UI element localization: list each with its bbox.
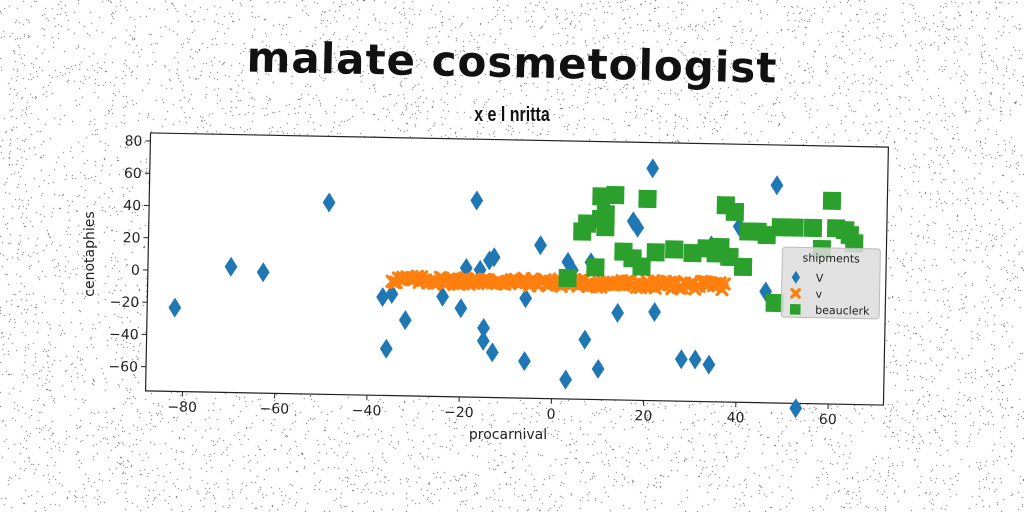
data-point-beauclerk-square [665, 240, 684, 259]
data-point-v-cross [790, 287, 801, 299]
x-tick-label: 0 [546, 407, 555, 423]
data-point-v-diamond [561, 251, 575, 272]
data-point-beauclerk-square [592, 187, 611, 206]
data-point-v-diamond [376, 287, 390, 308]
data-point-beauclerk-square [771, 218, 790, 237]
data-point-v-diamond [487, 247, 501, 268]
legend: shipments Vv beauclerk [780, 246, 881, 320]
data-point-beauclerk-square [683, 243, 702, 263]
plot-frame [144, 132, 890, 406]
data-point-v-diamond [485, 342, 499, 363]
data-point-v-diamond [732, 216, 746, 237]
x-tick-label: −40 [352, 403, 382, 420]
y-tick-label: 0 [131, 263, 140, 279]
data-point-beauclerk-square [586, 258, 605, 277]
data-point-v-diamond [224, 256, 238, 277]
legend-entry-label: v [815, 288, 822, 301]
data-point-v-diamond [436, 286, 450, 307]
x-tick-label: −20 [444, 405, 474, 422]
legend-box [780, 246, 881, 320]
x-tick-label: 40 [726, 410, 744, 426]
data-point-v-diamond [578, 329, 592, 350]
y-tick-label: 60 [124, 166, 142, 182]
y-tick-label: 20 [123, 230, 141, 246]
data-point-beauclerk-square [646, 243, 665, 262]
data-point-v-diamond [559, 369, 573, 390]
data-point-v-diamond [385, 284, 399, 305]
data-point-v-diamond [759, 281, 773, 302]
x-tick-label: −60 [259, 401, 289, 418]
data-point-beauclerk-square [725, 202, 745, 222]
data-point-v-diamond [168, 297, 182, 318]
data-point-v-diamond [789, 398, 803, 419]
data-point-beauclerk-square [632, 257, 651, 276]
data-point-v-diamond [322, 192, 336, 213]
data-point-v-diamond [611, 302, 625, 323]
data-point-beauclerk-square [757, 225, 776, 245]
data-point-v-diamond [674, 349, 688, 370]
data-point-beauclerk-square [765, 293, 784, 313]
x-tick-label: 60 [819, 412, 837, 428]
y-tick-label: −60 [108, 359, 138, 376]
legend-entry-label: V [816, 272, 824, 285]
data-point-v-diamond [454, 298, 468, 319]
data-point-beauclerk-square [638, 189, 657, 209]
data-point-beauclerk-square [558, 268, 577, 288]
data-point-v-diamond [688, 349, 702, 370]
y-tick-label: 40 [123, 198, 141, 214]
data-point-v-diamond [476, 330, 490, 351]
data-point-beauclerk-square [845, 234, 864, 253]
data-point-beauclerk-square [720, 247, 739, 267]
data-point-beauclerk-square [606, 185, 625, 205]
data-point-v-diamond [646, 158, 660, 179]
data-point-v-cross [717, 277, 731, 291]
data-point-beauclerk-square [785, 218, 804, 237]
data-point-v-diamond [631, 217, 645, 238]
data-point-v-diamond [256, 262, 270, 283]
data-point-beauclerk-square [789, 303, 801, 315]
legend-entry-label: beauclerk [815, 304, 870, 318]
y-tick-label: −20 [110, 295, 140, 312]
data-point-v-diamond [591, 358, 605, 379]
data-point-beauclerk-square [733, 257, 753, 277]
data-point-v-diamond [770, 175, 784, 196]
x-tick-label: −80 [167, 399, 197, 416]
data-point-v-diamond [519, 288, 533, 309]
data-point-v-diamond [534, 235, 547, 256]
y-tick-label: −40 [109, 327, 139, 344]
data-point-beauclerk-square [577, 214, 597, 233]
data-point-v-diamond [477, 318, 490, 339]
data-point-beauclerk-square [803, 218, 823, 238]
x-tick-label: 20 [634, 408, 652, 424]
data-point-beauclerk-square [596, 217, 615, 237]
data-point-v-diamond [518, 351, 531, 372]
data-point-v-diamond [470, 190, 484, 211]
data-point-v-diamond [398, 310, 412, 331]
y-tick-label: 80 [124, 134, 142, 150]
data-point-v-diamond [626, 211, 640, 232]
data-point-v-diamond [702, 354, 716, 375]
data-point-v-diamond [791, 270, 801, 284]
data-point-beauclerk-square [822, 191, 842, 211]
chart-subtitle: x e l nritta [474, 104, 550, 126]
legend-title: shipments [802, 251, 860, 265]
y-axis-label: cenotaphies [82, 211, 98, 296]
data-point-v-diamond [379, 338, 393, 359]
x-axis-label: procarnival [469, 427, 547, 443]
data-point-v-diamond [648, 301, 661, 322]
